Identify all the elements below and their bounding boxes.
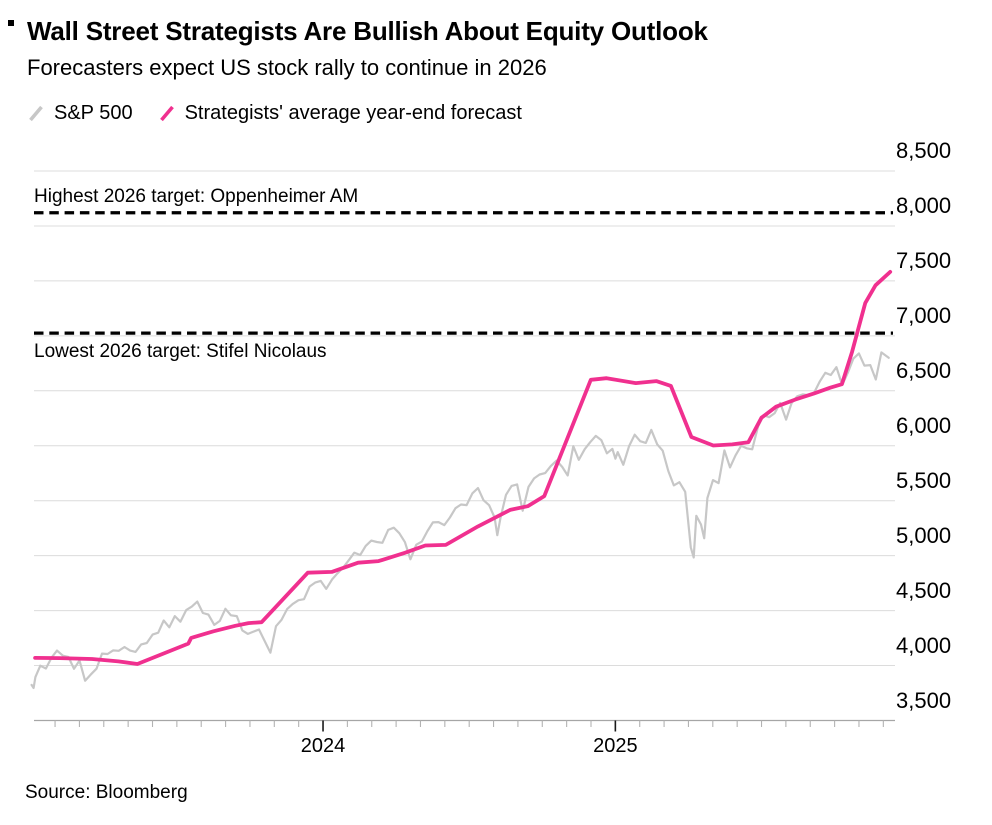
highest-target-annotation: Highest 2026 target: Oppenheimer AM (34, 185, 359, 207)
y-axis-label: 3,500 (896, 687, 952, 713)
sp500-slash-icon (29, 105, 43, 121)
series-forecast (33, 269, 893, 666)
series-sp500 (30, 351, 890, 690)
forecast-slash-icon (159, 105, 174, 121)
y-axis-label: 6,500 (896, 357, 952, 383)
chart-subtitle: Forecasters expect US stock rally to con… (27, 55, 547, 80)
legend: S&P 500 Strategists' average year-end fo… (28, 100, 522, 126)
legend-label-sp500: S&P 500 (54, 102, 133, 124)
legend-item-forecast: Strategists' average year-end forecast (159, 101, 522, 125)
chart-title: Wall Street Strategists Are Bullish Abou… (27, 16, 708, 46)
corner-mark (8, 20, 14, 26)
y-axis-label: 4,000 (896, 632, 952, 658)
y-axis-label: 5,500 (896, 467, 952, 493)
source-credit: Source: Bloomberg (25, 782, 188, 803)
y-axis-label: 4,500 (896, 577, 952, 603)
legend-label-forecast: Strategists' average year-end forecast (184, 102, 522, 124)
y-axis-label: 8,000 (896, 192, 952, 218)
y-axis-label: 7,500 (896, 247, 952, 273)
lowest-target-annotation: Lowest 2026 target: Stifel Nicolaus (34, 341, 327, 363)
legend-item-sp500: S&P 500 (28, 101, 133, 125)
x-axis-label: 2024 (300, 735, 346, 757)
y-axis-label: 8,500 (896, 138, 952, 163)
y-axis-label: 7,000 (896, 302, 952, 328)
y-axis-label: 6,000 (896, 412, 952, 438)
x-axis-label: 2025 (593, 735, 638, 757)
y-axis-label: 5,000 (896, 522, 952, 548)
